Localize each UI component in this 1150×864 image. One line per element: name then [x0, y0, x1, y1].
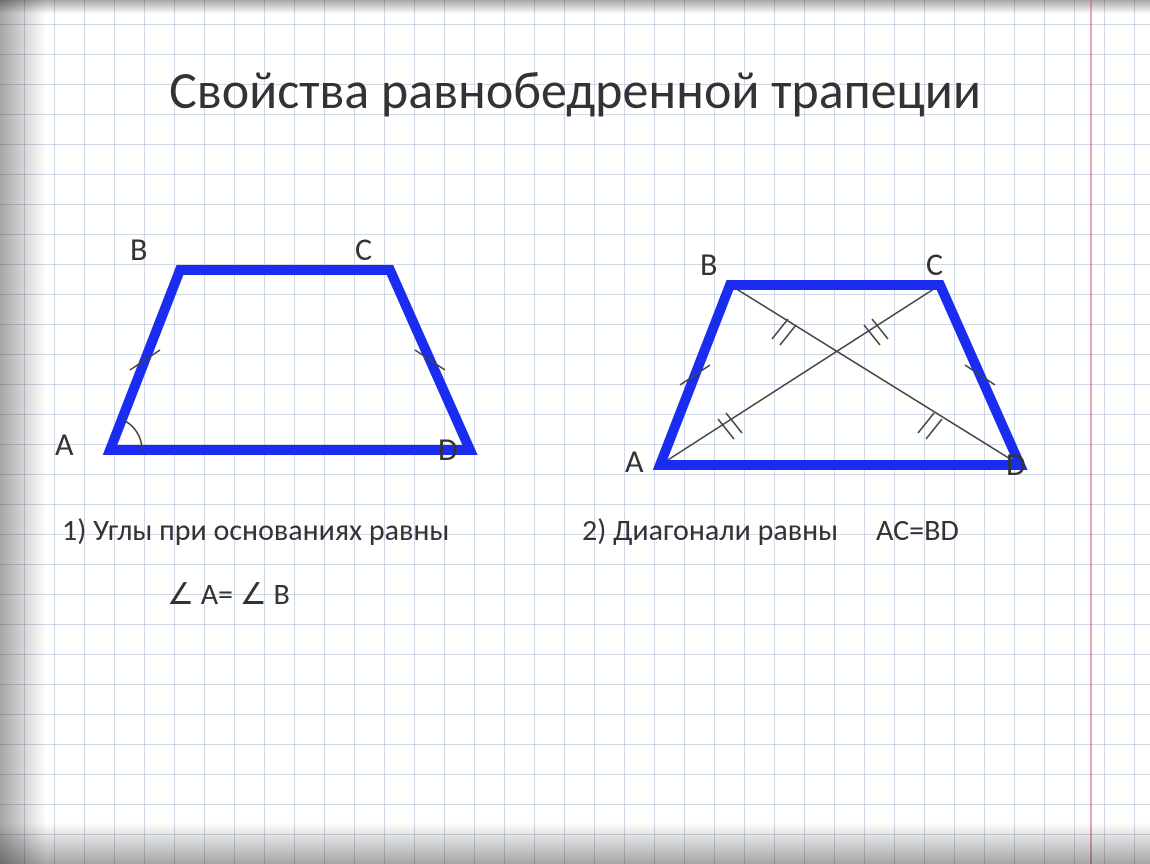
- trapezoid-shape: [110, 270, 470, 450]
- diagonal-ac-ticks: [718, 319, 888, 439]
- vertex-label-D2: D: [1006, 445, 1026, 484]
- vertex-label-C: C: [355, 230, 372, 269]
- slide-page: Свойства равнобедренной трапеции A B C D: [0, 0, 1150, 864]
- angle-equality-rhs: B: [267, 576, 290, 613]
- diagonal-AC: [660, 285, 940, 465]
- page-title: Свойства равнобедренной трапеции: [0, 58, 1150, 122]
- vertex-label-B2: B: [700, 245, 717, 284]
- caption-2: 2) Диагонали равны: [582, 512, 838, 549]
- caption-2-num: 2): [582, 512, 606, 549]
- angle-equality-line: ∠ A= ∠ B: [167, 576, 290, 613]
- caption-1-num: 1): [62, 512, 86, 549]
- angle-equality-mid: A=: [194, 576, 240, 613]
- caption-1-text: Углы при основаниях равны: [93, 512, 449, 549]
- vertex-label-B: B: [130, 230, 147, 269]
- caption-2-formula: AC=BD: [876, 512, 959, 549]
- diagonal-bd-ticks: [772, 319, 942, 439]
- vertex-label-C2: C: [926, 245, 943, 284]
- right-trapezoid-figure: [620, 235, 1100, 535]
- vertex-label-D: D: [438, 430, 458, 469]
- vertex-label-A: A: [55, 425, 74, 464]
- angle-symbol-2: ∠: [240, 578, 267, 611]
- vertex-label-A2: A: [625, 442, 644, 481]
- caption-1: 1) Углы при основаниях равны: [62, 512, 449, 549]
- angle-symbol-1: ∠: [167, 578, 194, 611]
- caption-2-text: Диагонали равны: [613, 512, 838, 549]
- trapezoid-shape: [660, 285, 1020, 465]
